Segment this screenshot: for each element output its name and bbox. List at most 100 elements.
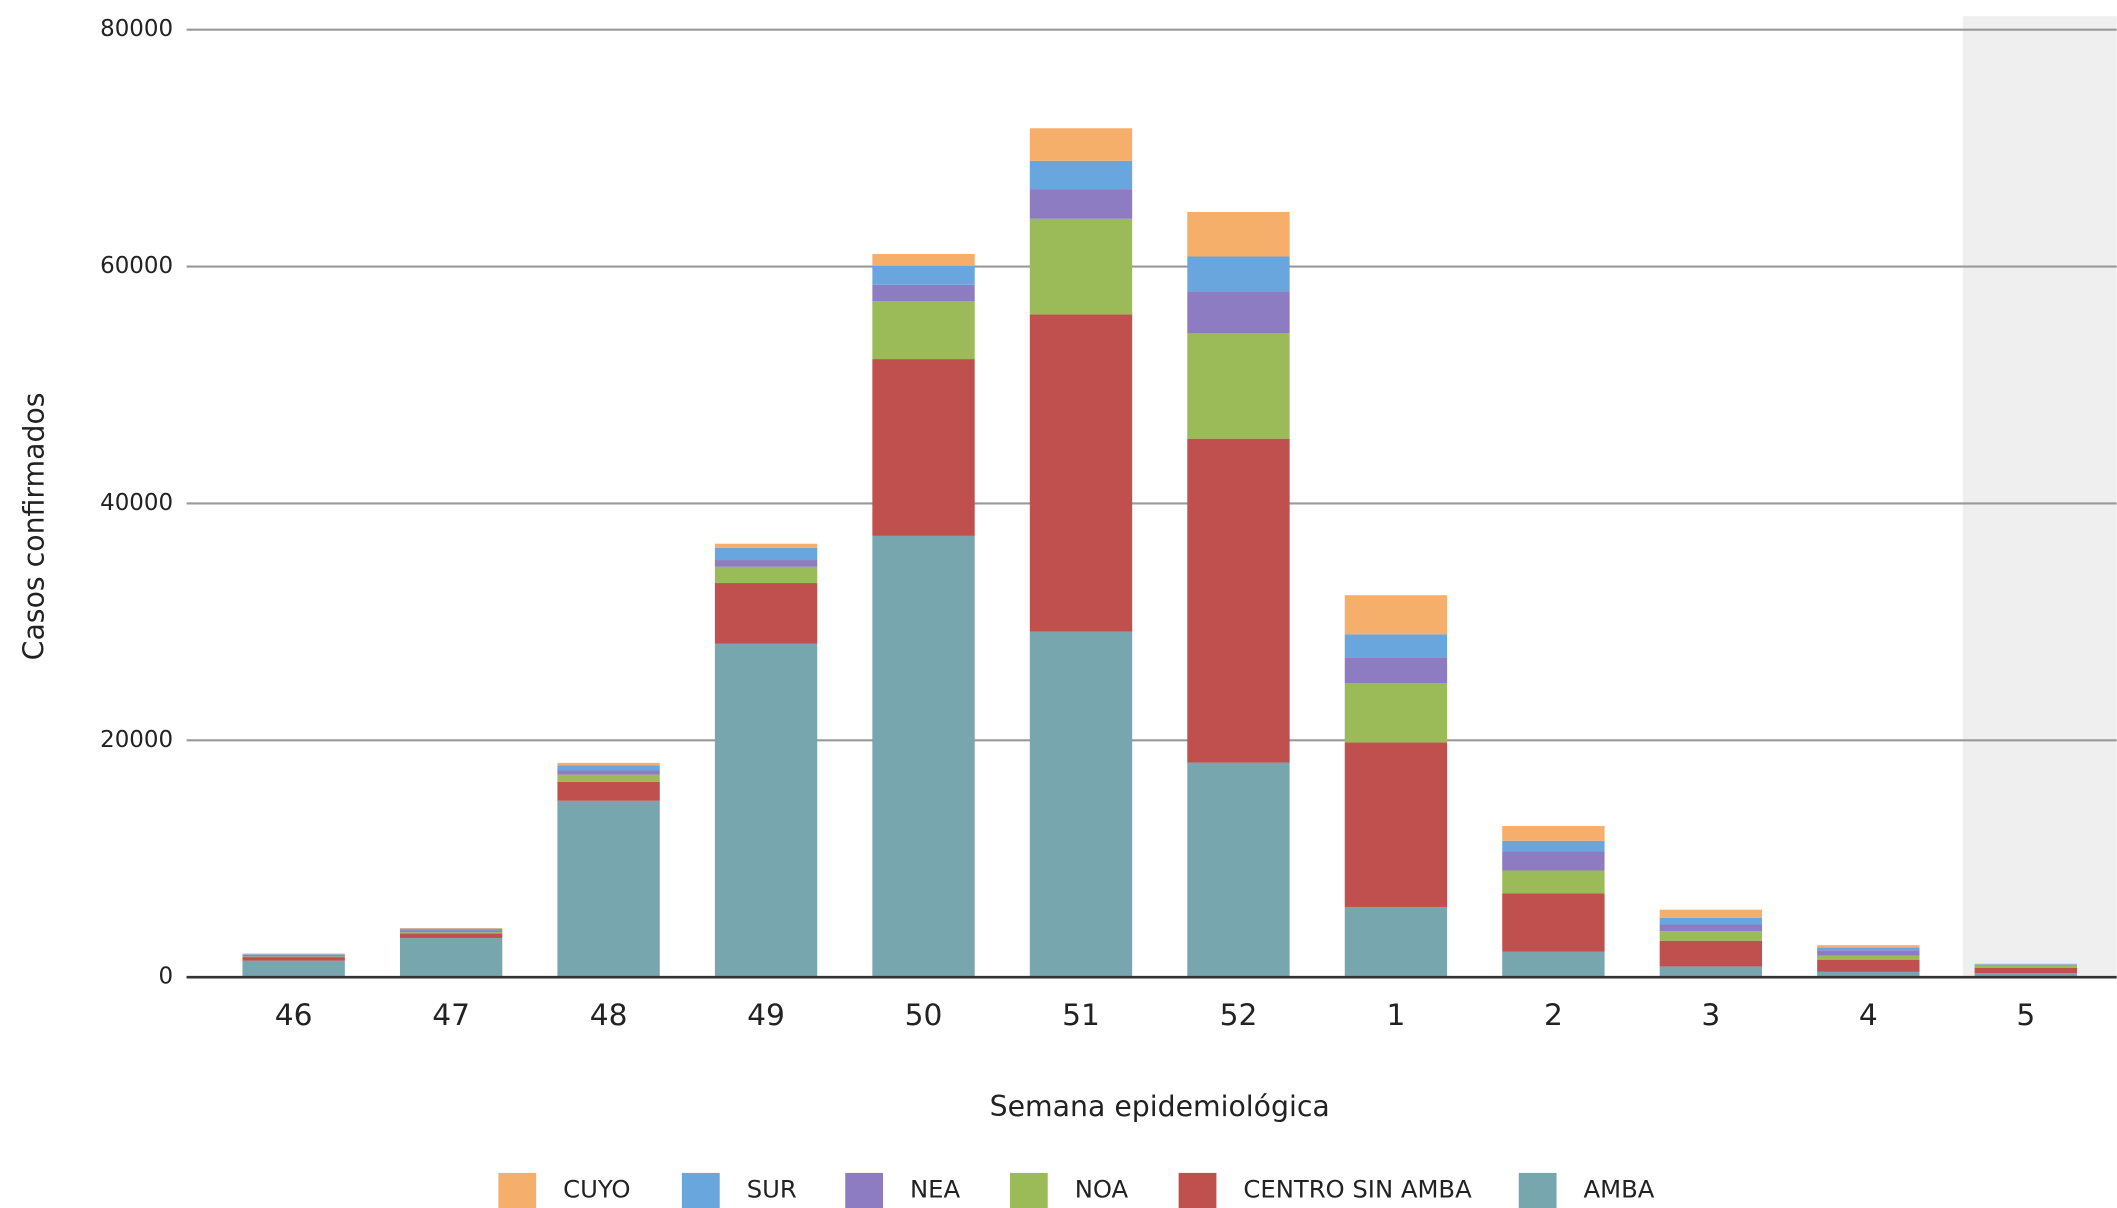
- bar-segment: [1344, 634, 1448, 658]
- bar-segment: [1974, 964, 2077, 966]
- bar-segment: [1659, 940, 1763, 967]
- x-tick-label: 48: [590, 998, 628, 1033]
- x-tick-label: 51: [1062, 998, 1100, 1033]
- bar-segment: [1344, 682, 1448, 743]
- bar-segment: [399, 928, 503, 931]
- bar-segment: [1187, 256, 1290, 292]
- bar-segment: [1659, 966, 1763, 978]
- bar-segment: [1029, 631, 1133, 978]
- bar-segment: [557, 770, 660, 775]
- bar-segment: [1502, 951, 1605, 978]
- bar-segment: [242, 953, 345, 955]
- legend-swatch: [1518, 1172, 1557, 1208]
- legend-swatch: [1009, 1172, 1048, 1208]
- bar-segment: [1029, 160, 1133, 190]
- bar-segment: [1974, 973, 2077, 978]
- bar-segment: [242, 954, 345, 955]
- x-tick-label: 2: [1544, 998, 1563, 1033]
- bar-segment: [1817, 950, 1920, 956]
- y-tick-label: 80000: [100, 16, 173, 42]
- legend-label: CENTRO SIN AMBA: [1243, 1174, 1472, 1203]
- legend-label: SUR: [747, 1174, 797, 1203]
- bar-segment: [1817, 959, 1920, 972]
- x-tick-label: 46: [275, 998, 313, 1033]
- x-tick-label: 50: [905, 998, 943, 1033]
- bar-segment: [714, 583, 818, 644]
- bar-segment: [1659, 924, 1763, 932]
- bar-segment: [399, 933, 503, 939]
- bar-segment: [714, 543, 818, 548]
- bar-segment: [872, 265, 975, 285]
- bar-segment: [1187, 211, 1290, 257]
- y-axis-label: Casos confirmados: [17, 392, 50, 660]
- bar-segment: [714, 560, 818, 567]
- bar-segment: [1817, 945, 1920, 948]
- bar-segment: [399, 928, 503, 929]
- bar-segment: [1029, 128, 1133, 161]
- bar-segment: [1974, 964, 2077, 965]
- bar-segment: [1659, 931, 1763, 941]
- bar-segment: [1502, 840, 1605, 852]
- bar-segment: [872, 301, 975, 360]
- bar-segment: [1502, 893, 1605, 952]
- x-tick-label: 3: [1701, 998, 1720, 1033]
- bar-segment: [1344, 595, 1448, 635]
- bar-segment: [1029, 314, 1133, 632]
- legend-swatch: [1178, 1172, 1217, 1208]
- bar-segment: [872, 359, 975, 536]
- bar-segment: [557, 765, 660, 771]
- bar-segment: [1187, 762, 1290, 978]
- bar-segment: [1344, 906, 1448, 978]
- y-tick-label: 60000: [100, 253, 173, 279]
- bar-segment: [872, 284, 975, 302]
- bar-segment: [1029, 189, 1133, 219]
- legend-label: AMBA: [1584, 1174, 1655, 1203]
- legend-swatch: [681, 1172, 720, 1208]
- bar-segment: [242, 954, 345, 957]
- bar-segment: [1502, 826, 1605, 841]
- bar-segment: [1974, 965, 2077, 968]
- legend-swatch: [498, 1172, 537, 1208]
- bar-segment: [714, 566, 818, 584]
- y-tick-label: 40000: [100, 490, 173, 516]
- bar-segment: [1817, 955, 1920, 960]
- bar-segment: [557, 800, 660, 978]
- bar-segment: [242, 956, 345, 958]
- bar-segment: [1659, 909, 1763, 918]
- bar-segment: [1187, 438, 1290, 763]
- bar-segment: [714, 643, 818, 978]
- bar-segment: [557, 781, 660, 801]
- bar-segment: [1029, 218, 1133, 315]
- y-tick-label: 20000: [100, 727, 173, 753]
- bar-segment: [399, 930, 503, 933]
- bar-segment: [242, 960, 345, 978]
- bar-segment: [1344, 657, 1448, 683]
- legend-label: NEA: [910, 1174, 961, 1203]
- bar-segment: [1974, 967, 2077, 974]
- bar-segment: [872, 535, 975, 978]
- x-tick-label: 4: [1859, 998, 1878, 1033]
- bar-segment: [714, 547, 818, 561]
- bar-segment: [872, 254, 975, 266]
- x-tick-label: 47: [432, 998, 470, 1033]
- bar-segment: [1187, 333, 1290, 439]
- bar-segment: [399, 938, 503, 978]
- bar-segment: [557, 774, 660, 782]
- y-tick-label: 0: [158, 964, 173, 990]
- legend-label: NOA: [1075, 1174, 1129, 1203]
- bar-segment: [1187, 291, 1290, 334]
- bar-segment: [1502, 851, 1605, 871]
- x-tick-label: 1: [1386, 998, 1405, 1033]
- bar-segment: [1817, 971, 1920, 978]
- x-tick-label: 5: [2016, 998, 2035, 1033]
- bar-segment: [557, 762, 660, 766]
- legend-label: CUYO: [563, 1174, 630, 1203]
- bar-segment: [1344, 742, 1448, 907]
- legend-swatch: [845, 1172, 884, 1208]
- highlight-band: [1962, 16, 2117, 979]
- bar-segment: [242, 957, 345, 961]
- bar-segment: [1817, 947, 1920, 951]
- x-axis-label: Semana epidemiológica: [990, 1090, 1330, 1123]
- bar-segment: [1659, 917, 1763, 925]
- bar-segment: [1502, 870, 1605, 894]
